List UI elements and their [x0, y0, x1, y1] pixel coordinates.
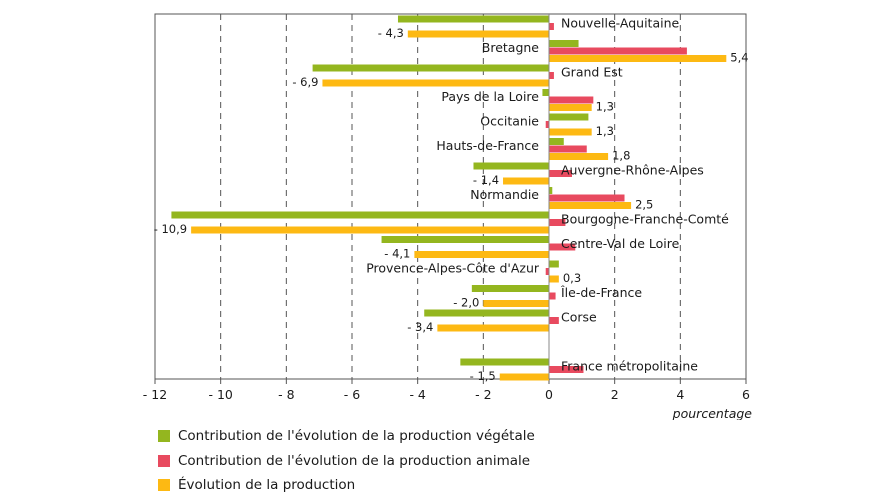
category-label: Bourgogne-Franche-Comté — [561, 212, 729, 227]
bar-vegetale — [397, 15, 549, 23]
category-label: Provence-Alpes-Côte d'Azur — [366, 261, 540, 276]
bar-production — [483, 300, 549, 307]
data-label: 0,3 — [563, 271, 581, 285]
bar-production — [549, 153, 609, 160]
bar-vegetale — [471, 285, 549, 292]
plot-frame — [154, 13, 747, 380]
category-label: Auvergne-Rhône-Alpes — [561, 163, 704, 178]
category-label: Occitanie — [480, 114, 539, 129]
bar-animale — [545, 268, 549, 275]
bar-animale — [549, 170, 572, 177]
category-label: Corse — [561, 310, 597, 325]
bar-vegetale — [424, 309, 549, 317]
data-label: 1,8 — [612, 149, 630, 163]
category-label: Pays de la Loire — [441, 89, 539, 104]
data-label: - 6,9 — [292, 75, 318, 89]
data-label: - 4,3 — [378, 26, 404, 40]
data-label: - 10,9 — [154, 222, 187, 236]
x-tick-label: - 10 — [208, 387, 232, 402]
x-tick-label: 0 — [545, 387, 553, 402]
bar-animale — [549, 243, 576, 251]
bar-vegetale — [549, 138, 564, 145]
bar-vegetale — [460, 358, 549, 366]
legend-label: Contribution de l'évolution de la produc… — [178, 452, 531, 469]
x-tick-label: 2 — [611, 387, 619, 402]
bar-vegetale — [549, 187, 553, 194]
category-label: Normandie — [470, 187, 539, 202]
bar-animale — [549, 366, 584, 373]
bar-production — [549, 202, 632, 209]
legend-item-vegetale: Contribution de l'évolution de la produc… — [158, 424, 535, 449]
legend-swatch — [158, 430, 170, 443]
data-label: 2,5 — [635, 198, 653, 212]
bar-production — [407, 30, 549, 38]
bar-vegetale — [473, 162, 549, 170]
bar-vegetale — [312, 64, 549, 72]
legend-item-production: Évolution de la production — [158, 473, 535, 498]
data-label: - 1,4 — [473, 173, 499, 187]
bar-vegetale — [542, 89, 549, 96]
category-label: Grand Est — [561, 65, 623, 80]
bar-animale — [545, 121, 549, 128]
category-label: Hauts-de-France — [436, 138, 539, 153]
data-label: 5,4 — [730, 51, 748, 65]
bar-animale — [549, 72, 554, 79]
bar-production — [414, 251, 549, 258]
bar-animale — [549, 96, 594, 104]
x-tick-label: - 8 — [278, 387, 294, 402]
bar-production — [503, 177, 549, 185]
data-label: - 1,5 — [470, 369, 496, 383]
legend-swatch — [158, 454, 170, 467]
data-label: - 2,0 — [453, 296, 479, 310]
bar-animale — [549, 292, 556, 300]
bar-production — [322, 79, 549, 87]
bar-vegetale — [549, 260, 559, 268]
category-label: Nouvelle-Aquitaine — [561, 16, 679, 31]
x-tick-label: - 12 — [143, 387, 167, 402]
category-label: Bretagne — [482, 40, 540, 55]
bar-animale — [549, 219, 566, 226]
bar-production — [549, 104, 592, 111]
bar-animale — [549, 317, 559, 324]
bar-vegetale — [381, 236, 549, 243]
legend: Contribution de l'évolution de la produc… — [158, 424, 535, 498]
data-label: - 4,1 — [384, 247, 410, 261]
bar-animale — [549, 23, 554, 30]
bar-animale — [549, 194, 625, 202]
bar-vegetale — [171, 211, 549, 219]
x-tick-label: - 6 — [344, 387, 360, 402]
bar-production — [191, 226, 549, 234]
x-tick-label: - 2 — [475, 387, 491, 402]
x-tick-label: - 4 — [409, 387, 425, 402]
legend-label: Contribution de l'évolution de la produc… — [178, 428, 535, 445]
bar-production — [549, 55, 727, 62]
legend-swatch — [158, 479, 170, 492]
category-label: France métropolitaine — [561, 359, 698, 374]
data-label: 1,3 — [596, 100, 614, 114]
x-axis-label: pourcentage — [672, 406, 753, 420]
bar-animale — [549, 47, 687, 55]
data-label: 1,3 — [596, 124, 614, 138]
bar-vegetale — [549, 40, 579, 47]
x-tick-label: 6 — [742, 387, 750, 402]
legend-label: Évolution de la production — [178, 477, 356, 494]
legend-item-animale: Contribution de l'évolution de la produc… — [158, 449, 535, 474]
category-label: Centre-Val de Loire — [561, 236, 680, 251]
bar-production — [549, 275, 559, 283]
bar-production — [437, 324, 549, 332]
bar-vegetale — [549, 113, 589, 121]
bar-chart: - 12 - 10 - 8 - 6 - 4 - 2 0 2 4 6 pourcentage - 4,3… — [143, 13, 753, 420]
x-tick-label: 4 — [676, 387, 684, 402]
category-label: Île-de-France — [560, 285, 642, 300]
bar-production — [499, 373, 549, 381]
bar-production — [549, 128, 592, 136]
bar-animale — [549, 145, 587, 153]
data-label: - 3,4 — [407, 320, 433, 334]
